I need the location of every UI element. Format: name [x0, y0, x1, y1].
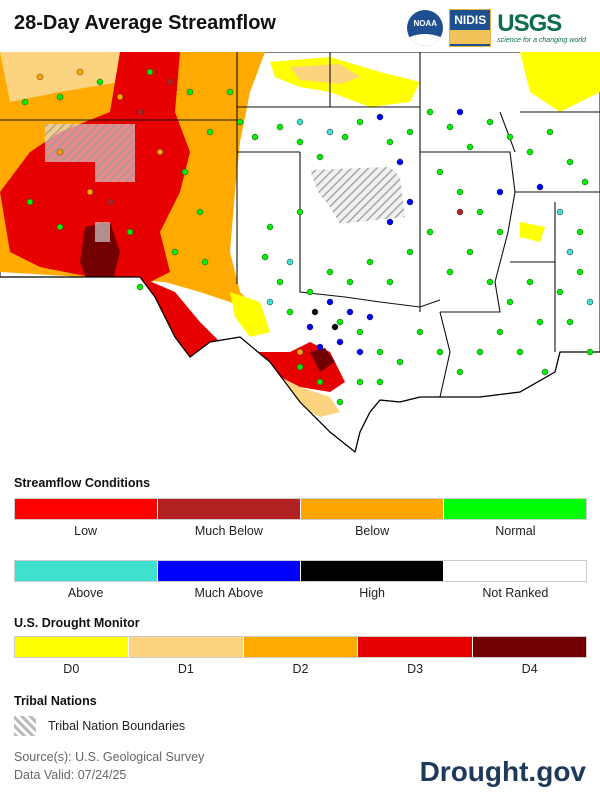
tribal-heading: Tribal Nations — [14, 694, 97, 708]
label-above: Above — [67, 586, 104, 600]
swatch-not-ranked — [444, 561, 586, 581]
label-high: High — [359, 586, 385, 600]
drought-d0-la — [520, 222, 545, 242]
streamflow-gauges[interactable] — [21, 68, 594, 406]
label-low: Low — [74, 524, 98, 538]
label-not-ranked: Not Ranked — [482, 586, 549, 600]
tribal-legend: Tribal Nation Boundaries — [14, 716, 185, 736]
swatch-d2 — [243, 637, 359, 657]
label-d1: D1 — [177, 662, 194, 676]
swatch-d4 — [472, 637, 587, 657]
drought-d0-ne — [520, 52, 600, 112]
label-normal: Normal — [495, 524, 536, 538]
streamflow-labels-1: Low Much Below Below Normal — [14, 524, 587, 538]
data-valid-text: Data Valid: 07/24/25 — [14, 768, 127, 782]
drought-colorbar — [14, 636, 587, 658]
noaa-logo[interactable]: NOAA — [407, 10, 444, 46]
label-d0: D0 — [63, 662, 80, 676]
drought-heading: U.S. Drought Monitor — [14, 616, 140, 630]
coastline — [0, 276, 600, 454]
streamflow-colorbar-2 — [14, 560, 587, 582]
swatch-low — [15, 499, 158, 519]
swatch-above — [15, 561, 158, 581]
swatch-d1 — [129, 637, 244, 657]
drought-d0-tx — [230, 292, 270, 337]
swatch-high — [301, 561, 444, 581]
label-d2: D2 — [292, 662, 309, 676]
drought-d1-tx — [270, 372, 340, 417]
state-boundaries — [0, 52, 600, 398]
drought-d3-tx-border — [140, 277, 345, 392]
swatch-much-above — [158, 561, 301, 581]
swatch-normal — [444, 499, 586, 519]
swatch-below — [301, 499, 444, 519]
streamflow-labels-2: Above Much Above High Not Ranked — [14, 586, 587, 600]
drought-d1-west — [0, 52, 120, 102]
label-d3: D3 — [407, 662, 424, 676]
streamflow-heading: Streamflow Conditions — [14, 476, 151, 490]
drought-d4-tx — [310, 348, 335, 372]
label-much-above: Much Above — [194, 586, 264, 600]
tribal-area-nm — [45, 124, 135, 182]
label-d4: D4 — [521, 662, 538, 676]
tribal-area-nm2 — [95, 222, 110, 242]
swatch-much-below — [158, 499, 301, 519]
nidis-logo[interactable]: NIDIS — [449, 9, 492, 47]
usgs-logo[interactable]: USGS science for a changing world — [497, 9, 586, 44]
drought-labels: D0 D1 D2 D3 D4 — [14, 662, 587, 676]
swatch-d0 — [15, 637, 130, 657]
streamflow-colorbar-1 — [14, 498, 587, 520]
source-block: Source(s): U.S. Geological Survey Data V… — [14, 748, 204, 784]
label-much-below: Much Below — [194, 524, 263, 538]
map-title: 28-Day Average Streamflow — [14, 12, 276, 34]
source-text: Source(s): U.S. Geological Survey — [14, 750, 205, 764]
label-below: Below — [355, 524, 390, 538]
drought-d1-kansas — [290, 64, 360, 84]
logo-group: NOAA NIDIS USGS science for a changing w… — [407, 8, 586, 48]
drought-gov-logo[interactable]: Drought.gov — [419, 756, 586, 787]
drought-map — [0, 52, 600, 454]
tribal-area-ok — [310, 167, 405, 224]
tribal-label: Tribal Nation Boundaries — [48, 719, 186, 733]
tribal-hatch-swatch — [14, 716, 36, 736]
swatch-d3 — [358, 637, 473, 657]
